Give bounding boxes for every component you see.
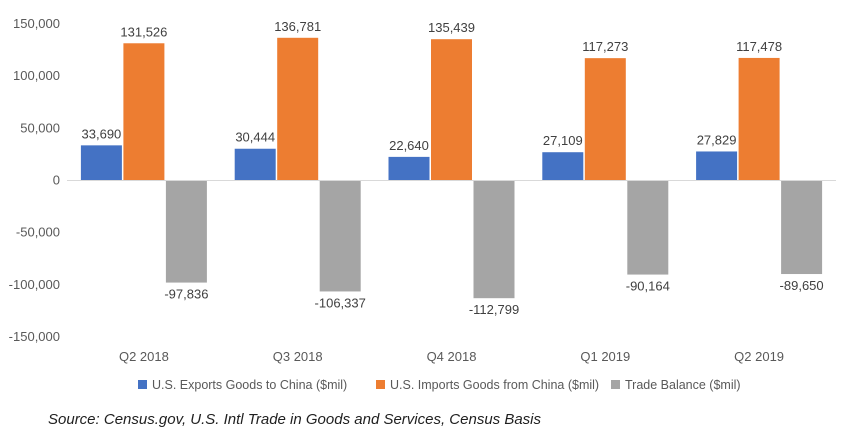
y-tick-label: -150,000 bbox=[9, 329, 60, 344]
bar bbox=[234, 148, 276, 181]
bar bbox=[584, 58, 626, 181]
x-tick-label: Q1 2019 bbox=[580, 349, 630, 364]
legend-label: Trade Balance ($mil) bbox=[625, 378, 741, 392]
bar-group bbox=[80, 37, 823, 299]
y-tick-label: -50,000 bbox=[16, 225, 60, 240]
bar bbox=[696, 151, 738, 181]
data-label: 131,526 bbox=[120, 24, 167, 39]
bar bbox=[738, 57, 780, 181]
data-label: 30,444 bbox=[235, 130, 275, 145]
data-label: -97,836 bbox=[164, 287, 208, 302]
data-label: -89,650 bbox=[780, 278, 824, 293]
x-tick-label: Q3 2018 bbox=[273, 349, 323, 364]
bar bbox=[319, 180, 361, 292]
data-label: 27,109 bbox=[543, 133, 583, 148]
bar bbox=[781, 180, 823, 275]
y-tick-label: -100,000 bbox=[9, 277, 60, 292]
bar bbox=[431, 39, 472, 181]
bar bbox=[165, 180, 207, 283]
data-label: 22,640 bbox=[389, 138, 429, 153]
data-label: 135,439 bbox=[428, 20, 475, 35]
bar bbox=[123, 43, 165, 181]
trade-chart: 150,000 100,000 50,000 0 -50,000 -100,000 -150… bbox=[9, 16, 836, 392]
x-axis: Q2 2018 Q3 2018 Q4 2018 Q1 2019 Q2 2019 bbox=[119, 349, 784, 364]
data-label: 27,829 bbox=[697, 132, 737, 147]
y-tick-label: 50,000 bbox=[20, 120, 60, 135]
bar bbox=[277, 37, 319, 181]
legend-label: U.S. Exports Goods to China ($mil) bbox=[152, 378, 347, 392]
x-tick-label: Q2 2018 bbox=[119, 349, 169, 364]
y-tick-label: 150,000 bbox=[13, 16, 60, 31]
legend-label: U.S. Imports Goods from China ($mil) bbox=[390, 378, 599, 392]
bar bbox=[627, 180, 669, 275]
bar bbox=[473, 180, 515, 299]
data-label: 117,273 bbox=[582, 39, 628, 54]
source-caption: Source: Census.gov, U.S. Intl Trade in G… bbox=[48, 411, 542, 428]
bar bbox=[542, 152, 584, 181]
data-label: -106,337 bbox=[315, 295, 366, 310]
data-label: -112,799 bbox=[469, 302, 519, 317]
x-tick-label: Q2 2019 bbox=[734, 349, 784, 364]
bar bbox=[80, 145, 122, 181]
x-tick-label: Q4 2018 bbox=[427, 349, 477, 364]
data-labels: 33,690 131,526 -97,836 30,444 136,781 -106,33… bbox=[82, 19, 824, 317]
bar bbox=[388, 156, 430, 181]
legend: U.S. Exports Goods to China ($mil) U.S. I… bbox=[138, 378, 741, 392]
data-label: 136,781 bbox=[274, 19, 321, 34]
y-tick-label: 0 bbox=[53, 173, 60, 188]
legend-swatch bbox=[138, 380, 147, 389]
data-label: 33,690 bbox=[82, 126, 122, 141]
data-label: -90,164 bbox=[626, 279, 670, 294]
legend-swatch bbox=[611, 380, 620, 389]
legend-swatch bbox=[376, 380, 385, 389]
data-label: 117,478 bbox=[736, 39, 782, 54]
y-axis: 150,000 100,000 50,000 0 -50,000 -100,000 -150… bbox=[9, 16, 60, 344]
y-tick-label: 100,000 bbox=[13, 68, 60, 83]
